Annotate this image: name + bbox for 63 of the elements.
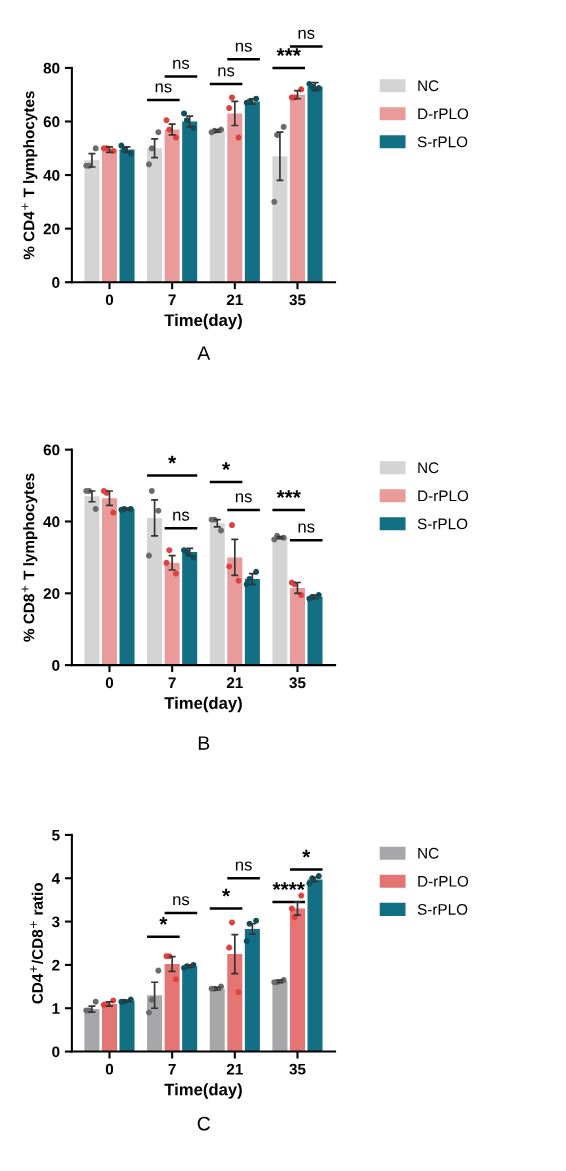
- annotation: *: [222, 462, 231, 470]
- text: C: [197, 1116, 211, 1131]
- y-tick-label: 0: [52, 1046, 60, 1058]
- annotation: ns: [218, 67, 235, 77]
- annotation: ns: [235, 861, 252, 871]
- legend-label: D-rPLO: [418, 490, 469, 502]
- y-tick-label: 1: [52, 1003, 60, 1014]
- x-axis-title: Time(day): [164, 696, 242, 713]
- x-tick-label: 7: [168, 1063, 176, 1075]
- annotation: ***: [276, 490, 301, 499]
- x-tick-label: 7: [168, 677, 176, 689]
- x-tick-label: 35: [289, 677, 306, 689]
- annotation: ns: [173, 896, 190, 906]
- y-tick-label: 5: [52, 829, 60, 841]
- x-tick-label: 35: [289, 1063, 306, 1075]
- y-tick-label: 60: [43, 116, 60, 128]
- annotation: *: [222, 888, 231, 897]
- y-tick-label: 80: [43, 62, 60, 74]
- x-tick-label: 21: [226, 294, 243, 306]
- y-tick-label: 40: [43, 516, 60, 528]
- x-tick-label: 21: [226, 1063, 243, 1075]
- legend-label: S-rPLO: [417, 903, 468, 915]
- x-tick-label: 0: [105, 1063, 114, 1075]
- annotation: ns: [173, 59, 190, 69]
- y-tick-label: 20: [43, 223, 60, 235]
- annotation: ns: [298, 523, 315, 533]
- annotation: *: [159, 917, 168, 925]
- y-tick-label: 0: [52, 277, 60, 288]
- x-tick-label: 0: [105, 294, 114, 306]
- text: ***: [276, 48, 301, 56]
- x-tick-label: 0: [105, 677, 114, 689]
- y-tick-label: 0: [52, 660, 60, 671]
- annotation: ****: [272, 882, 305, 891]
- y-tick-label: 2: [52, 959, 60, 971]
- text: A: [197, 346, 211, 360]
- legend-label: D-rPLO: [418, 875, 469, 887]
- y-tick-label: 4: [51, 873, 60, 884]
- annotation: *: [168, 455, 177, 464]
- legend-label: NC: [418, 80, 439, 92]
- y-tick-label: 3: [51, 916, 60, 928]
- annotation: ns: [235, 493, 252, 503]
- annotation: ns: [155, 83, 172, 93]
- legend-label: S-rPLO: [417, 518, 468, 530]
- text: ns: [235, 42, 252, 52]
- text: ns: [298, 29, 315, 39]
- x-tick-label: 21: [226, 677, 243, 689]
- x-tick-label: 35: [289, 294, 306, 306]
- legend-label: S-rPLO: [417, 136, 468, 148]
- annotation: ns: [173, 511, 190, 521]
- y-tick-label: 60: [43, 444, 60, 456]
- y-tick-label: 40: [43, 169, 60, 181]
- x-axis-title: Time(day): [164, 313, 242, 330]
- legend-label: NC: [418, 462, 439, 474]
- text: B: [198, 736, 210, 750]
- y-axis-title: CD4$^{+}$/CD8$^{+}$ ratio: [30, 883, 44, 1004]
- annotation: *: [302, 849, 311, 858]
- y-axis-title: % CD8$^{+}$ T lymphocytes: [21, 473, 38, 642]
- y-tick-label: 20: [43, 588, 60, 599]
- legend-label: NC: [418, 847, 439, 859]
- y-axis-title: % CD4$^{+}$ T lymphocytes: [21, 91, 38, 260]
- legend-label: D-rPLO: [418, 108, 469, 120]
- x-axis-title: Time(day): [164, 1083, 242, 1099]
- x-tick-label: 7: [168, 294, 176, 306]
